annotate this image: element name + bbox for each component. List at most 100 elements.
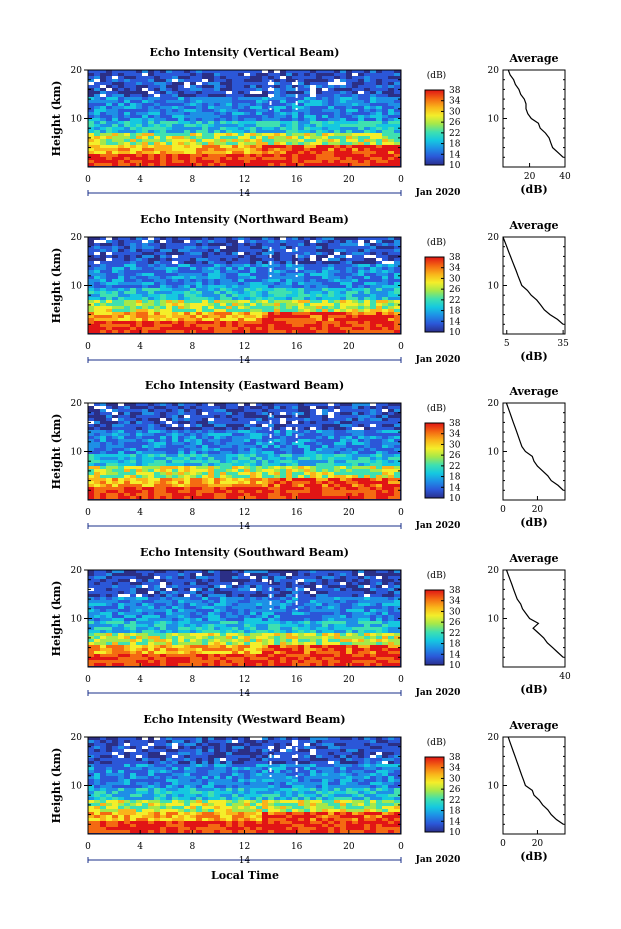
heatmap-cell <box>136 493 142 496</box>
heatmap-cell <box>274 100 280 103</box>
heatmap-cell <box>172 463 178 466</box>
heatmap-cell <box>112 276 118 279</box>
heatmap-cell <box>202 457 208 460</box>
heatmap-cell <box>88 478 94 481</box>
heatmap-cell <box>394 466 400 469</box>
heatmap-cell <box>316 139 322 142</box>
heatmap-cell <box>226 94 232 97</box>
heatmap-cell <box>256 493 262 496</box>
heatmap-cell <box>358 303 364 306</box>
heatmap-cell <box>106 324 112 327</box>
heatmap-cell <box>298 255 304 258</box>
heatmap-cell <box>178 312 184 315</box>
heatmap-cell <box>154 403 160 406</box>
heatmap-cell <box>346 427 352 430</box>
heatmap-cell <box>94 243 100 246</box>
heatmap-cell <box>322 454 328 457</box>
heatmap-cell <box>94 115 100 118</box>
heatmap-cell <box>190 300 196 303</box>
heatmap-cell <box>166 243 172 246</box>
heatmap-cell <box>172 415 178 418</box>
heatmap-cell <box>202 318 208 321</box>
heatmap-cell <box>154 306 160 309</box>
heatmap-cell <box>250 300 256 303</box>
heatmap-cell <box>274 463 280 466</box>
heatmap-cell <box>298 88 304 91</box>
missing-cell <box>220 246 226 249</box>
heatmap-cell <box>238 243 244 246</box>
heatmap-cell <box>256 412 262 415</box>
profile-y-tick-label: 20 <box>488 233 500 243</box>
heatmap-cell <box>346 312 352 315</box>
heatmap-cell <box>268 97 274 100</box>
heatmap-cell <box>286 436 292 439</box>
missing-cell <box>376 576 382 579</box>
heatmap-cell <box>148 94 154 97</box>
heatmap-cell <box>286 487 292 490</box>
profile-title: Average <box>508 52 558 65</box>
heatmap-cell <box>298 258 304 261</box>
heatmap-cell <box>172 151 178 154</box>
heatmap-cell <box>346 318 352 321</box>
heatmap-cell <box>94 70 100 73</box>
heatmap-cell <box>286 460 292 463</box>
heatmap-cell <box>334 490 340 493</box>
heatmap-cell <box>88 252 94 255</box>
heatmap-cell <box>340 457 346 460</box>
heatmap-cell <box>316 154 322 157</box>
heatmap-cell <box>166 481 172 484</box>
heatmap-cell <box>268 487 274 490</box>
heatmap-cell <box>148 297 154 300</box>
heatmap-cell <box>232 142 238 145</box>
heatmap-cell <box>292 490 298 493</box>
heatmap-cell <box>352 430 358 433</box>
heatmap-cell <box>298 294 304 297</box>
heatmap-cell <box>172 124 178 127</box>
heatmap-cell <box>370 300 376 303</box>
heatmap-cell <box>388 130 394 133</box>
heatmap-cell <box>286 121 292 124</box>
heatmap-cell <box>190 118 196 121</box>
heatmap-cell <box>340 276 346 279</box>
heatmap-cell <box>238 142 244 145</box>
heatmap-cell <box>358 451 364 454</box>
heatmap-cell <box>202 142 208 145</box>
heatmap-cell <box>208 303 214 306</box>
heatmap-cell <box>262 448 268 451</box>
heatmap-cell <box>124 73 130 76</box>
heatmap-cell <box>394 312 400 315</box>
heatmap-cell <box>352 481 358 484</box>
heatmap-cell <box>148 318 154 321</box>
heatmap-cell <box>292 454 298 457</box>
heatmap-cell <box>256 255 262 258</box>
heatmap-cell <box>298 82 304 85</box>
heatmap-cell <box>382 154 388 157</box>
heatmap-cell <box>172 97 178 100</box>
heatmap-cell <box>346 154 352 157</box>
heatmap-cell <box>130 484 136 487</box>
heatmap-cell <box>352 139 358 142</box>
heatmap-cell <box>280 124 286 127</box>
heatmap-cell <box>334 312 340 315</box>
heatmap-cell <box>334 454 340 457</box>
heatmap-cell <box>244 481 250 484</box>
heatmap-cell <box>160 136 166 139</box>
heatmap-cell <box>172 300 178 303</box>
heatmap-cell <box>328 291 334 294</box>
heatmap-cell <box>172 466 178 469</box>
heatmap-cell <box>142 160 148 163</box>
heatmap-cell <box>322 139 328 142</box>
heatmap-cell <box>232 252 238 255</box>
heatmap-cell <box>250 409 256 412</box>
heatmap-cell <box>130 315 136 318</box>
heatmap-cell <box>154 487 160 490</box>
heatmap-cell <box>202 406 208 409</box>
heatmap-cell <box>394 300 400 303</box>
heatmap-cell <box>394 309 400 312</box>
heatmap-cell <box>274 439 280 442</box>
heatmap-cell <box>334 133 340 136</box>
heatmap-cell <box>280 579 286 582</box>
heatmap-cell <box>220 73 226 76</box>
heatmap-cell <box>286 451 292 454</box>
heatmap-cell <box>328 136 334 139</box>
